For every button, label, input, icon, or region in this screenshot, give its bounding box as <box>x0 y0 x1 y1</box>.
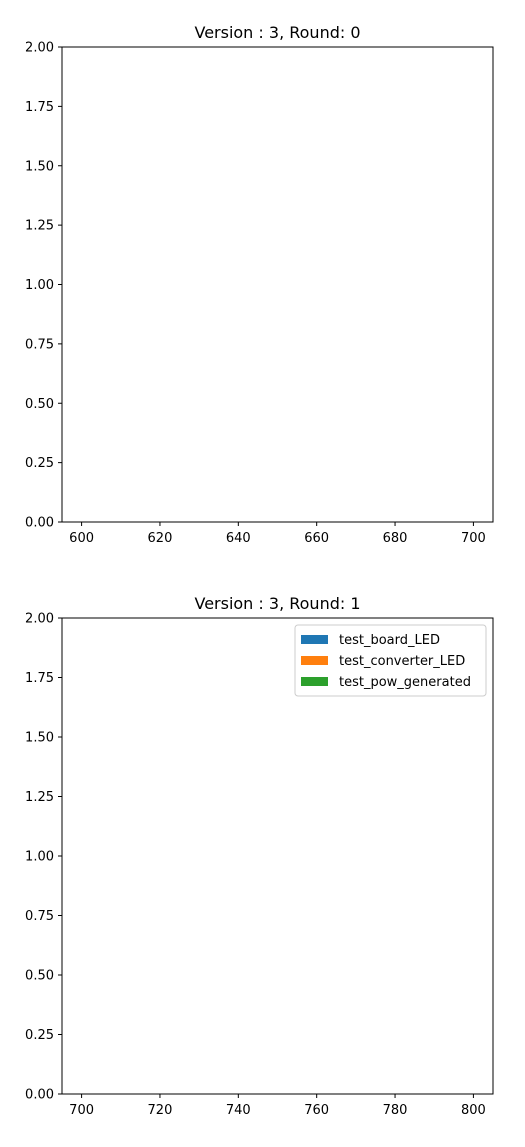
x-tick-label: 700 <box>461 531 486 546</box>
y-tick-label: 0.25 <box>25 1028 54 1043</box>
y-tick-label: 2.00 <box>25 612 54 627</box>
y-tick-label: 0.50 <box>25 397 54 412</box>
y-tick-label: 0.25 <box>25 456 54 471</box>
y-tick-label: 0.00 <box>25 1088 54 1103</box>
x-tick-label: 760 <box>304 1103 329 1118</box>
legend: test_board_LED test_converter_LED test_pow… <box>294 624 487 697</box>
legend-label: test_pow_generated <box>339 675 471 690</box>
x-tick-label: 660 <box>304 531 329 546</box>
legend-frame <box>294 624 487 697</box>
y-tick-label: 1.25 <box>25 219 54 234</box>
y-tick-label: 0.50 <box>25 969 54 984</box>
y-tick-label: 1.75 <box>25 100 54 115</box>
plot-area-frame <box>61 46 494 523</box>
x-tick-label: 720 <box>148 1103 173 1118</box>
x-tick-label: 740 <box>226 1103 251 1118</box>
subplot-1: Version : 3, Round: 1 0.00 0.25 0.50 0.75 1.0… <box>25 594 494 1118</box>
y-tick-label: 0.00 <box>25 516 54 531</box>
y-tick-label: 1.50 <box>25 159 54 174</box>
y-tick-label: 1.00 <box>25 278 54 293</box>
x-tick-label: 780 <box>383 1103 408 1118</box>
legend-label: test_converter_LED <box>339 654 465 669</box>
subplot-0: Version : 3, Round: 0 0.00 0.25 0.50 0.75 1.0… <box>25 23 494 546</box>
x-tick-label: 700 <box>69 1103 94 1118</box>
y-tick-label: 1.50 <box>25 731 54 746</box>
chart-title: Version : 3, Round: 1 <box>194 594 360 613</box>
x-tick-label: 600 <box>69 531 94 546</box>
y-tick-label: 1.00 <box>25 850 54 865</box>
legend-swatch <box>301 635 328 644</box>
legend-label: test_board_LED <box>339 633 440 648</box>
y-tick-label: 1.25 <box>25 790 54 805</box>
x-tick-label: 620 <box>148 531 173 546</box>
y-tick-label: 2.00 <box>25 41 54 56</box>
y-tick-label: 1.75 <box>25 671 54 686</box>
x-tick-label: 640 <box>226 531 251 546</box>
x-tick-label: 680 <box>383 531 408 546</box>
y-tick-label: 0.75 <box>25 337 54 352</box>
legend-swatch <box>301 677 328 686</box>
y-tick-label: 0.75 <box>25 909 54 924</box>
chart-title: Version : 3, Round: 0 <box>194 23 360 42</box>
plot-area-frame <box>61 617 494 1095</box>
legend-swatch <box>301 656 328 665</box>
x-tick-label: 800 <box>461 1103 486 1118</box>
